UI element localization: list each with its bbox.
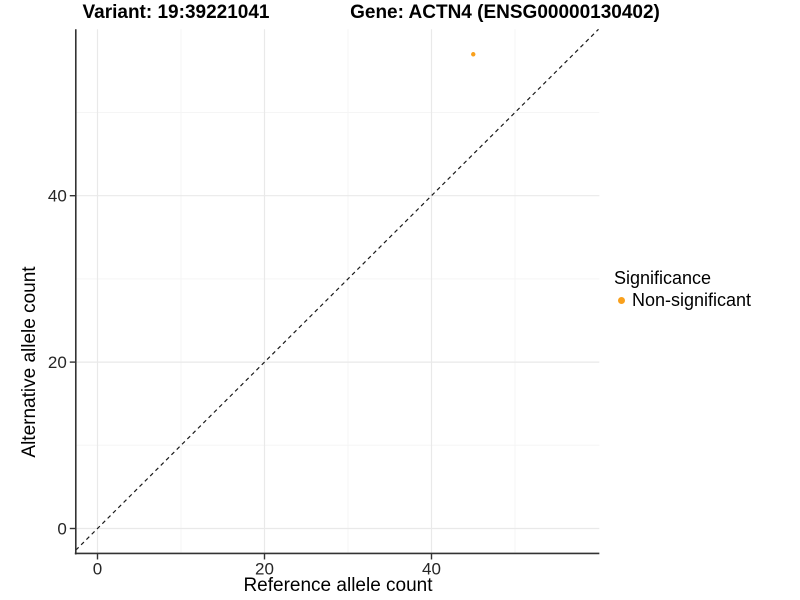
variant-title: Variant: 19:39221041 [82, 2, 270, 23]
legend-point-icon [618, 296, 625, 304]
x-tick-label: 0 [93, 559, 102, 578]
legend-item: Non-significant [614, 290, 751, 310]
identity-line [75, 28, 599, 551]
gene-title: Gene: ACTN4 (ENSG00000130402) [350, 2, 660, 23]
x-tick-label: 20 [255, 559, 274, 578]
y-tick-label: 20 [48, 353, 67, 372]
y-axis-title: Alternative allele count [19, 266, 40, 458]
x-axis-title: Reference allele count [243, 575, 433, 596]
data-point [471, 52, 476, 57]
legend-item-label: Non-significant [632, 289, 752, 310]
legend-title: Significance [614, 268, 712, 288]
y-tick-label: 40 [48, 187, 67, 206]
x-tick-label: 40 [422, 559, 441, 578]
legend: Significance Non-significant [614, 268, 751, 310]
y-tick-label: 0 [57, 520, 66, 539]
